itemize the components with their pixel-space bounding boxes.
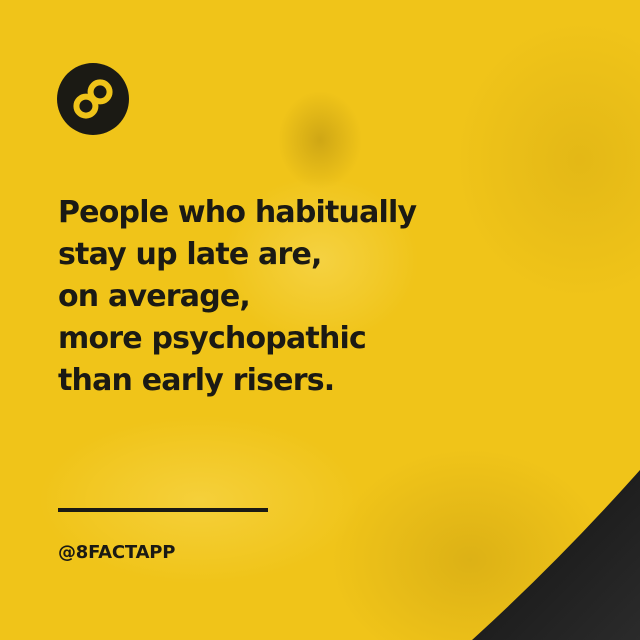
headline-line: on average,	[58, 279, 251, 314]
logo	[57, 63, 129, 135]
figure-eight-icon	[73, 79, 113, 119]
divider	[58, 508, 268, 512]
account-handle: @8FACTAPP	[58, 542, 176, 563]
headline-line: People who habitually	[58, 195, 417, 230]
headline-line: stay up late are,	[58, 237, 322, 272]
headline-line: than early risers.	[58, 363, 335, 398]
headline-line: more psychopathic	[58, 321, 367, 356]
fact-headline: People who habitually stay up late are, …	[58, 192, 578, 402]
